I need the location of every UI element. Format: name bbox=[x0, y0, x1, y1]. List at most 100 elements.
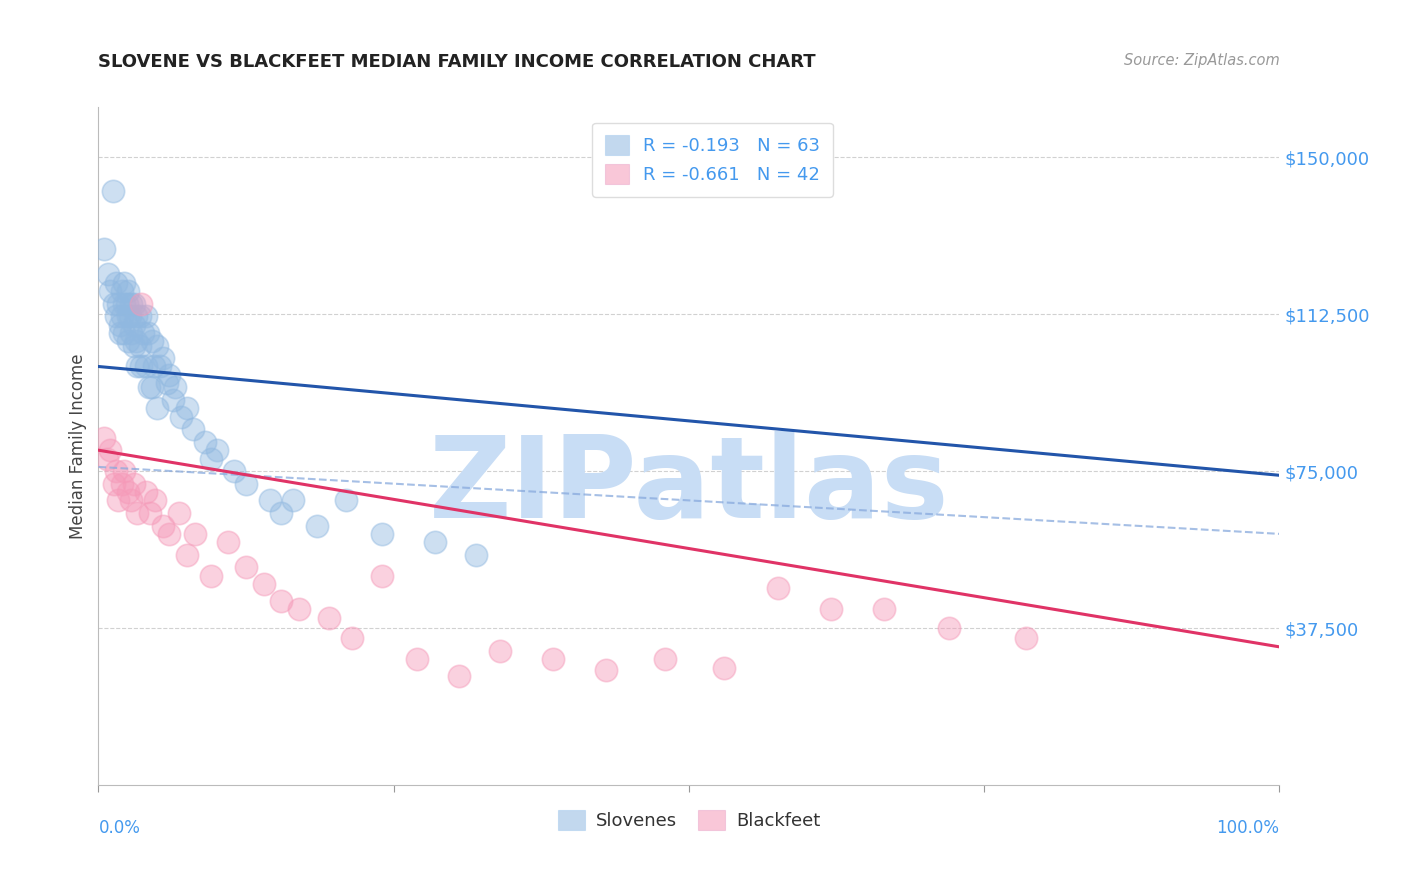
Point bbox=[654, 652, 676, 666]
Point bbox=[465, 548, 488, 562]
Point bbox=[112, 326, 135, 340]
Point bbox=[111, 476, 134, 491]
Point bbox=[121, 296, 143, 310]
Text: 0.0%: 0.0% bbox=[98, 819, 141, 837]
Point bbox=[149, 359, 172, 374]
Point bbox=[141, 334, 163, 349]
Point bbox=[489, 644, 512, 658]
Point bbox=[224, 464, 246, 478]
Point bbox=[127, 359, 149, 374]
Point bbox=[105, 464, 128, 478]
Point bbox=[181, 422, 204, 436]
Point bbox=[132, 326, 155, 340]
Point bbox=[141, 380, 163, 394]
Point bbox=[200, 451, 222, 466]
Point bbox=[152, 351, 174, 365]
Point bbox=[371, 568, 394, 582]
Point bbox=[288, 602, 311, 616]
Point bbox=[117, 334, 139, 349]
Point bbox=[125, 310, 148, 324]
Text: ZIPatlas: ZIPatlas bbox=[429, 431, 949, 542]
Point bbox=[156, 376, 179, 391]
Point bbox=[135, 310, 157, 324]
Point bbox=[111, 310, 134, 324]
Point bbox=[103, 476, 125, 491]
Point bbox=[820, 602, 842, 616]
Point bbox=[117, 310, 139, 324]
Y-axis label: Median Family Income: Median Family Income bbox=[69, 353, 87, 539]
Point bbox=[107, 493, 129, 508]
Point bbox=[105, 276, 128, 290]
Point bbox=[128, 310, 150, 324]
Point bbox=[112, 276, 135, 290]
Point bbox=[371, 527, 394, 541]
Point bbox=[125, 334, 148, 349]
Point bbox=[138, 380, 160, 394]
Point bbox=[406, 652, 429, 666]
Point bbox=[235, 476, 257, 491]
Text: SLOVENE VS BLACKFEET MEDIAN FAMILY INCOME CORRELATION CHART: SLOVENE VS BLACKFEET MEDIAN FAMILY INCOM… bbox=[98, 53, 815, 70]
Point bbox=[112, 464, 135, 478]
Point bbox=[101, 184, 124, 198]
Legend: Slovenes, Blackfeet: Slovenes, Blackfeet bbox=[550, 803, 828, 837]
Point bbox=[93, 243, 115, 257]
Point bbox=[873, 602, 896, 616]
Point bbox=[117, 485, 139, 500]
Point bbox=[176, 548, 198, 562]
Text: 100.0%: 100.0% bbox=[1216, 819, 1279, 837]
Point bbox=[121, 326, 143, 340]
Point bbox=[217, 535, 239, 549]
Point bbox=[108, 318, 131, 332]
Point bbox=[96, 451, 118, 466]
Point bbox=[152, 518, 174, 533]
Point bbox=[93, 431, 115, 445]
Point bbox=[318, 610, 340, 624]
Point bbox=[122, 318, 145, 332]
Point bbox=[111, 284, 134, 298]
Point bbox=[146, 338, 169, 352]
Point bbox=[122, 338, 145, 352]
Point bbox=[120, 310, 142, 324]
Point bbox=[157, 368, 180, 382]
Point bbox=[283, 493, 305, 508]
Point bbox=[98, 443, 121, 458]
Point bbox=[342, 632, 364, 646]
Point bbox=[103, 296, 125, 310]
Point bbox=[129, 359, 152, 374]
Point bbox=[108, 326, 131, 340]
Point bbox=[115, 296, 138, 310]
Point bbox=[176, 401, 198, 416]
Point bbox=[253, 577, 276, 591]
Point bbox=[136, 326, 159, 340]
Point bbox=[235, 560, 257, 574]
Point bbox=[127, 506, 149, 520]
Point bbox=[162, 392, 184, 407]
Point bbox=[305, 518, 328, 533]
Point bbox=[107, 296, 129, 310]
Point bbox=[117, 284, 139, 298]
Point bbox=[105, 310, 128, 324]
Point bbox=[129, 296, 152, 310]
Point bbox=[170, 409, 193, 424]
Point bbox=[167, 506, 190, 520]
Point bbox=[938, 621, 960, 635]
Point bbox=[595, 663, 617, 677]
Point bbox=[447, 669, 470, 683]
Point bbox=[135, 485, 157, 500]
Point bbox=[157, 527, 180, 541]
Point bbox=[139, 506, 162, 520]
Point bbox=[143, 493, 166, 508]
Point bbox=[200, 568, 222, 582]
Point bbox=[121, 493, 143, 508]
Point bbox=[1014, 632, 1036, 646]
Point bbox=[146, 401, 169, 416]
Point bbox=[122, 476, 145, 491]
Point bbox=[135, 359, 157, 374]
Point bbox=[205, 443, 228, 458]
Point bbox=[194, 434, 217, 449]
Point bbox=[766, 582, 789, 596]
Point bbox=[97, 268, 120, 282]
Point bbox=[98, 284, 121, 298]
Point bbox=[423, 535, 446, 549]
Point bbox=[112, 296, 135, 310]
